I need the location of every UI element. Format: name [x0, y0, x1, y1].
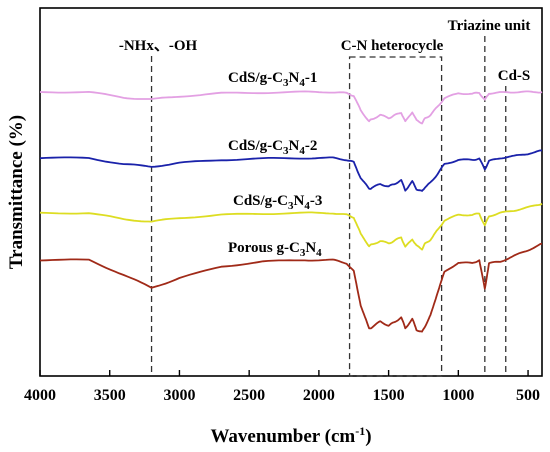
- plot-frame: [39, 7, 543, 377]
- series-label-3: CdS/g-C3N4-3: [233, 193, 322, 212]
- x-tick-label: 3500: [94, 387, 126, 404]
- x-tick-label: 4000: [24, 387, 56, 404]
- x-tick-label: 1000: [442, 387, 474, 404]
- y-axis-title: Transmittance (%): [6, 115, 27, 269]
- cn-heterocycle-label: C-N heterocycle: [341, 38, 444, 54]
- series-label-1: CdS/g-C3N4-1: [228, 70, 317, 89]
- x-tick-label: 1500: [373, 387, 405, 404]
- x-axis-title: Wavenumber (cm-1): [210, 424, 371, 447]
- x-ticks: 4000 3500 3000 2500 2000 1500 1000 500: [24, 370, 540, 404]
- series-label-2: CdS/g-C3N4-2: [228, 138, 317, 157]
- x-tick-label: 3000: [163, 387, 195, 404]
- series-line-2: [39, 149, 543, 192]
- cds-label: Cd-S: [498, 68, 531, 84]
- triazine-label: Triazine unit: [448, 18, 531, 34]
- series-group: [39, 90, 543, 333]
- x-tick-label: 2500: [233, 387, 265, 404]
- series-line-4: [39, 242, 543, 333]
- x-tick-label: 2000: [303, 387, 335, 404]
- series-line-3: [39, 202, 543, 251]
- series-line-1: [39, 90, 543, 125]
- cn-heterocycle-box: [348, 56, 443, 377]
- nh-oh-label: -NHx、-OH: [119, 38, 198, 54]
- series-label-4: Porous g-C3N4: [228, 240, 322, 259]
- x-tick-label: 500: [516, 387, 540, 404]
